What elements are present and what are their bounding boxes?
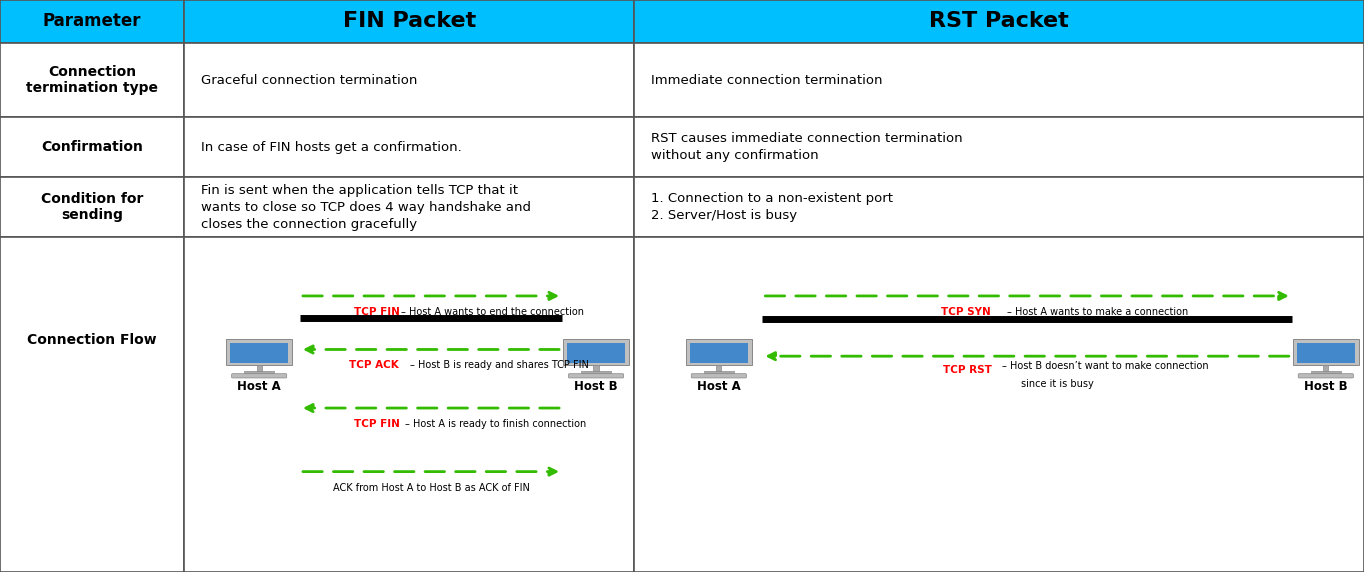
FancyBboxPatch shape xyxy=(184,177,634,237)
Text: RST causes immediate connection termination
without any confirmation: RST causes immediate connection terminat… xyxy=(651,132,962,162)
FancyBboxPatch shape xyxy=(184,43,634,117)
FancyBboxPatch shape xyxy=(593,366,599,371)
Text: Immediate connection termination: Immediate connection termination xyxy=(651,74,883,86)
FancyBboxPatch shape xyxy=(581,371,611,373)
Text: TCP ACK: TCP ACK xyxy=(349,360,398,371)
Text: TCP FIN: TCP FIN xyxy=(353,307,400,317)
Text: Fin is sent when the application tells TCP that it
wants to close so TCP does 4 : Fin is sent when the application tells T… xyxy=(201,184,531,231)
FancyBboxPatch shape xyxy=(634,237,1364,572)
FancyBboxPatch shape xyxy=(232,374,286,378)
FancyBboxPatch shape xyxy=(567,343,625,363)
FancyBboxPatch shape xyxy=(226,339,292,366)
FancyBboxPatch shape xyxy=(1311,371,1341,373)
Text: Host B: Host B xyxy=(1304,380,1348,393)
FancyBboxPatch shape xyxy=(692,374,746,378)
Text: TCP FIN: TCP FIN xyxy=(353,419,400,429)
FancyBboxPatch shape xyxy=(686,339,752,366)
Text: Connection Flow: Connection Flow xyxy=(27,333,157,347)
FancyBboxPatch shape xyxy=(690,343,747,363)
FancyBboxPatch shape xyxy=(1293,339,1359,366)
Text: Parameter: Parameter xyxy=(42,13,142,30)
Text: www.ipwithease.com: www.ipwithease.com xyxy=(698,358,993,386)
FancyBboxPatch shape xyxy=(256,366,262,371)
Text: – Host B doesn’t want to make connection: – Host B doesn’t want to make connection xyxy=(1001,362,1209,371)
FancyBboxPatch shape xyxy=(634,43,1364,117)
FancyBboxPatch shape xyxy=(704,371,734,373)
Text: – Host A is ready to finish connection: – Host A is ready to finish connection xyxy=(405,419,585,429)
FancyBboxPatch shape xyxy=(244,371,274,373)
FancyBboxPatch shape xyxy=(1297,343,1354,363)
FancyBboxPatch shape xyxy=(184,0,634,43)
FancyBboxPatch shape xyxy=(231,343,288,363)
FancyBboxPatch shape xyxy=(0,0,184,43)
FancyBboxPatch shape xyxy=(0,117,184,177)
FancyBboxPatch shape xyxy=(716,366,722,371)
Text: RST Packet: RST Packet xyxy=(929,11,1069,31)
FancyBboxPatch shape xyxy=(634,177,1364,237)
Text: – Host A wants to make a connection: – Host A wants to make a connection xyxy=(1008,307,1188,317)
FancyBboxPatch shape xyxy=(563,339,629,366)
Text: In case of FIN hosts get a confirmation.: In case of FIN hosts get a confirmation. xyxy=(201,141,461,154)
FancyBboxPatch shape xyxy=(569,374,623,378)
Text: Connection
termination type: Connection termination type xyxy=(26,65,158,95)
FancyBboxPatch shape xyxy=(184,237,634,572)
FancyBboxPatch shape xyxy=(0,237,184,572)
FancyBboxPatch shape xyxy=(0,177,184,237)
Text: Host A: Host A xyxy=(237,380,281,393)
Text: – Host A wants to end the connection: – Host A wants to end the connection xyxy=(401,307,584,317)
FancyBboxPatch shape xyxy=(184,117,634,177)
Text: – Host B is ready and shares TCP FIN: – Host B is ready and shares TCP FIN xyxy=(409,360,589,371)
FancyBboxPatch shape xyxy=(634,0,1364,43)
Text: ACK from Host A to Host B as ACK of FIN: ACK from Host A to Host B as ACK of FIN xyxy=(333,483,529,492)
FancyBboxPatch shape xyxy=(1299,374,1353,378)
Text: Host A: Host A xyxy=(697,380,741,393)
Text: 1. Connection to a non-existent port
2. Server/Host is busy: 1. Connection to a non-existent port 2. … xyxy=(651,192,892,223)
Text: Graceful connection termination: Graceful connection termination xyxy=(201,74,417,86)
Text: FIN Packet: FIN Packet xyxy=(342,11,476,31)
Text: Condition for
sending: Condition for sending xyxy=(41,192,143,223)
Text: Host B: Host B xyxy=(574,380,618,393)
Text: TCP RST: TCP RST xyxy=(943,366,992,375)
Text: since it is busy: since it is busy xyxy=(1020,379,1094,388)
FancyBboxPatch shape xyxy=(1323,366,1329,371)
FancyBboxPatch shape xyxy=(634,117,1364,177)
Text: Confirmation: Confirmation xyxy=(41,140,143,154)
Text: TCP SYN: TCP SYN xyxy=(941,307,990,317)
FancyBboxPatch shape xyxy=(0,43,184,117)
